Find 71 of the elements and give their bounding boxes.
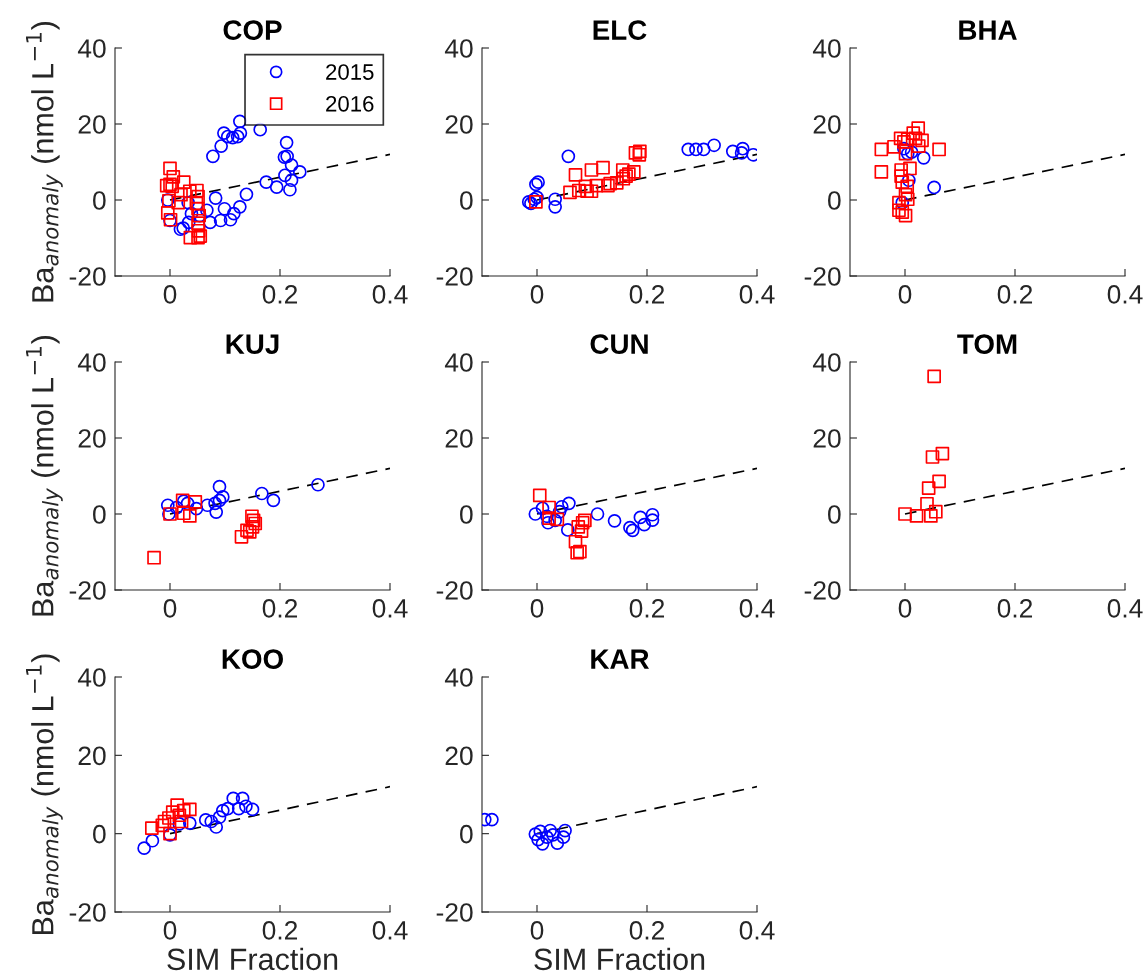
- chart-title: COP: [223, 20, 282, 40]
- y-tick-label: 20: [813, 429, 841, 448]
- y-tick-label: -20: [804, 267, 841, 286]
- y-tick-label: -20: [69, 903, 106, 922]
- x-tick-label: 0: [530, 285, 544, 304]
- y-tick-label: 40: [77, 353, 106, 372]
- x-tick-label: 0.2: [629, 285, 665, 304]
- x-tick-label: 0: [163, 921, 177, 940]
- y-tick-label: 40: [444, 39, 473, 58]
- y-tick-label: -20: [69, 581, 106, 600]
- y-tick-label: 20: [445, 115, 473, 134]
- y-tick-label: 40: [444, 353, 473, 372]
- x-tick-label: 0.2: [262, 285, 298, 304]
- y-tick-label: 20: [445, 746, 473, 766]
- x-tick-label: 0.2: [997, 285, 1033, 304]
- x-tick-label: 0.4: [739, 921, 775, 940]
- chart-title: BHA: [959, 20, 1017, 40]
- chart-title: KUJ: [226, 334, 279, 354]
- chart-title: TOM: [957, 334, 1017, 354]
- x-tick-label: 0.4: [1107, 285, 1143, 304]
- x-tick-label: 0: [163, 599, 177, 618]
- y-tick-label: 0: [93, 824, 106, 844]
- legend-label: 2015: [326, 64, 374, 80]
- legend-label: 2016: [326, 95, 374, 112]
- y-tick-label: 40: [77, 668, 106, 687]
- x-tick-label: 0.2: [629, 921, 665, 940]
- y-tick-label: -20: [804, 581, 841, 600]
- y-tick-label: 0: [828, 191, 841, 210]
- y-axis-title: Ba$_{anomaly}$ (nmol L$^{−1}$): [26, 335, 63, 616]
- y-tick-label: 40: [812, 353, 841, 372]
- y-tick-label: 0: [460, 505, 473, 524]
- x-tick-label: 0.4: [739, 599, 775, 618]
- y-tick-label: 20: [78, 746, 106, 766]
- x-tick-label: 0: [530, 599, 544, 618]
- y-tick-label: 0: [93, 505, 106, 524]
- x-tick-label: 0: [898, 285, 912, 304]
- y-tick-label: 0: [828, 505, 841, 524]
- x-tick-label: 0.4: [739, 285, 775, 304]
- y-axis-title: Ba$_{anomaly}$ (nmol L$^{−1}$): [26, 654, 63, 935]
- y-tick-label: -20: [436, 267, 473, 286]
- chart-title: KAR: [591, 649, 650, 669]
- x-tick-label: 0.4: [372, 599, 408, 618]
- chart-title: KOO: [222, 649, 283, 669]
- y-tick-label: 40: [444, 668, 473, 687]
- y-tick-label: -20: [436, 903, 473, 922]
- y-tick-label: -20: [69, 267, 106, 286]
- x-tick-label: 0.4: [1107, 599, 1143, 618]
- x-tick-label: 0.2: [262, 599, 298, 618]
- chart-title: CUN: [590, 334, 648, 354]
- y-tick-label: -20: [436, 581, 473, 600]
- x-tick-label: 0.2: [262, 921, 298, 940]
- y-tick-label: 0: [460, 191, 473, 210]
- y-tick-label: 20: [78, 115, 106, 134]
- x-tick-label: 0: [530, 921, 544, 940]
- y-tick-label: 40: [812, 39, 841, 58]
- y-tick-label: 0: [460, 824, 473, 844]
- x-tick-label: 0.4: [372, 921, 408, 940]
- x-axis-title: SIM Fraction: [167, 947, 338, 971]
- x-tick-label: 0: [898, 599, 912, 618]
- y-tick-label: 20: [445, 429, 473, 448]
- y-tick-label: 20: [78, 429, 106, 448]
- chart-title: ELC: [593, 20, 647, 40]
- y-tick-label: 40: [77, 39, 106, 58]
- y-axis-title: Ba$_{anomaly}$ (nmol L$^{−1}$): [26, 21, 63, 302]
- x-axis-title: SIM Fraction: [534, 947, 705, 971]
- x-tick-label: 0.2: [629, 599, 665, 618]
- x-tick-label: 0.2: [997, 599, 1033, 618]
- x-tick-label: 0.4: [372, 285, 408, 304]
- y-tick-label: 20: [813, 115, 841, 134]
- x-tick-label: 0: [163, 285, 177, 304]
- y-tick-label: 0: [93, 191, 106, 210]
